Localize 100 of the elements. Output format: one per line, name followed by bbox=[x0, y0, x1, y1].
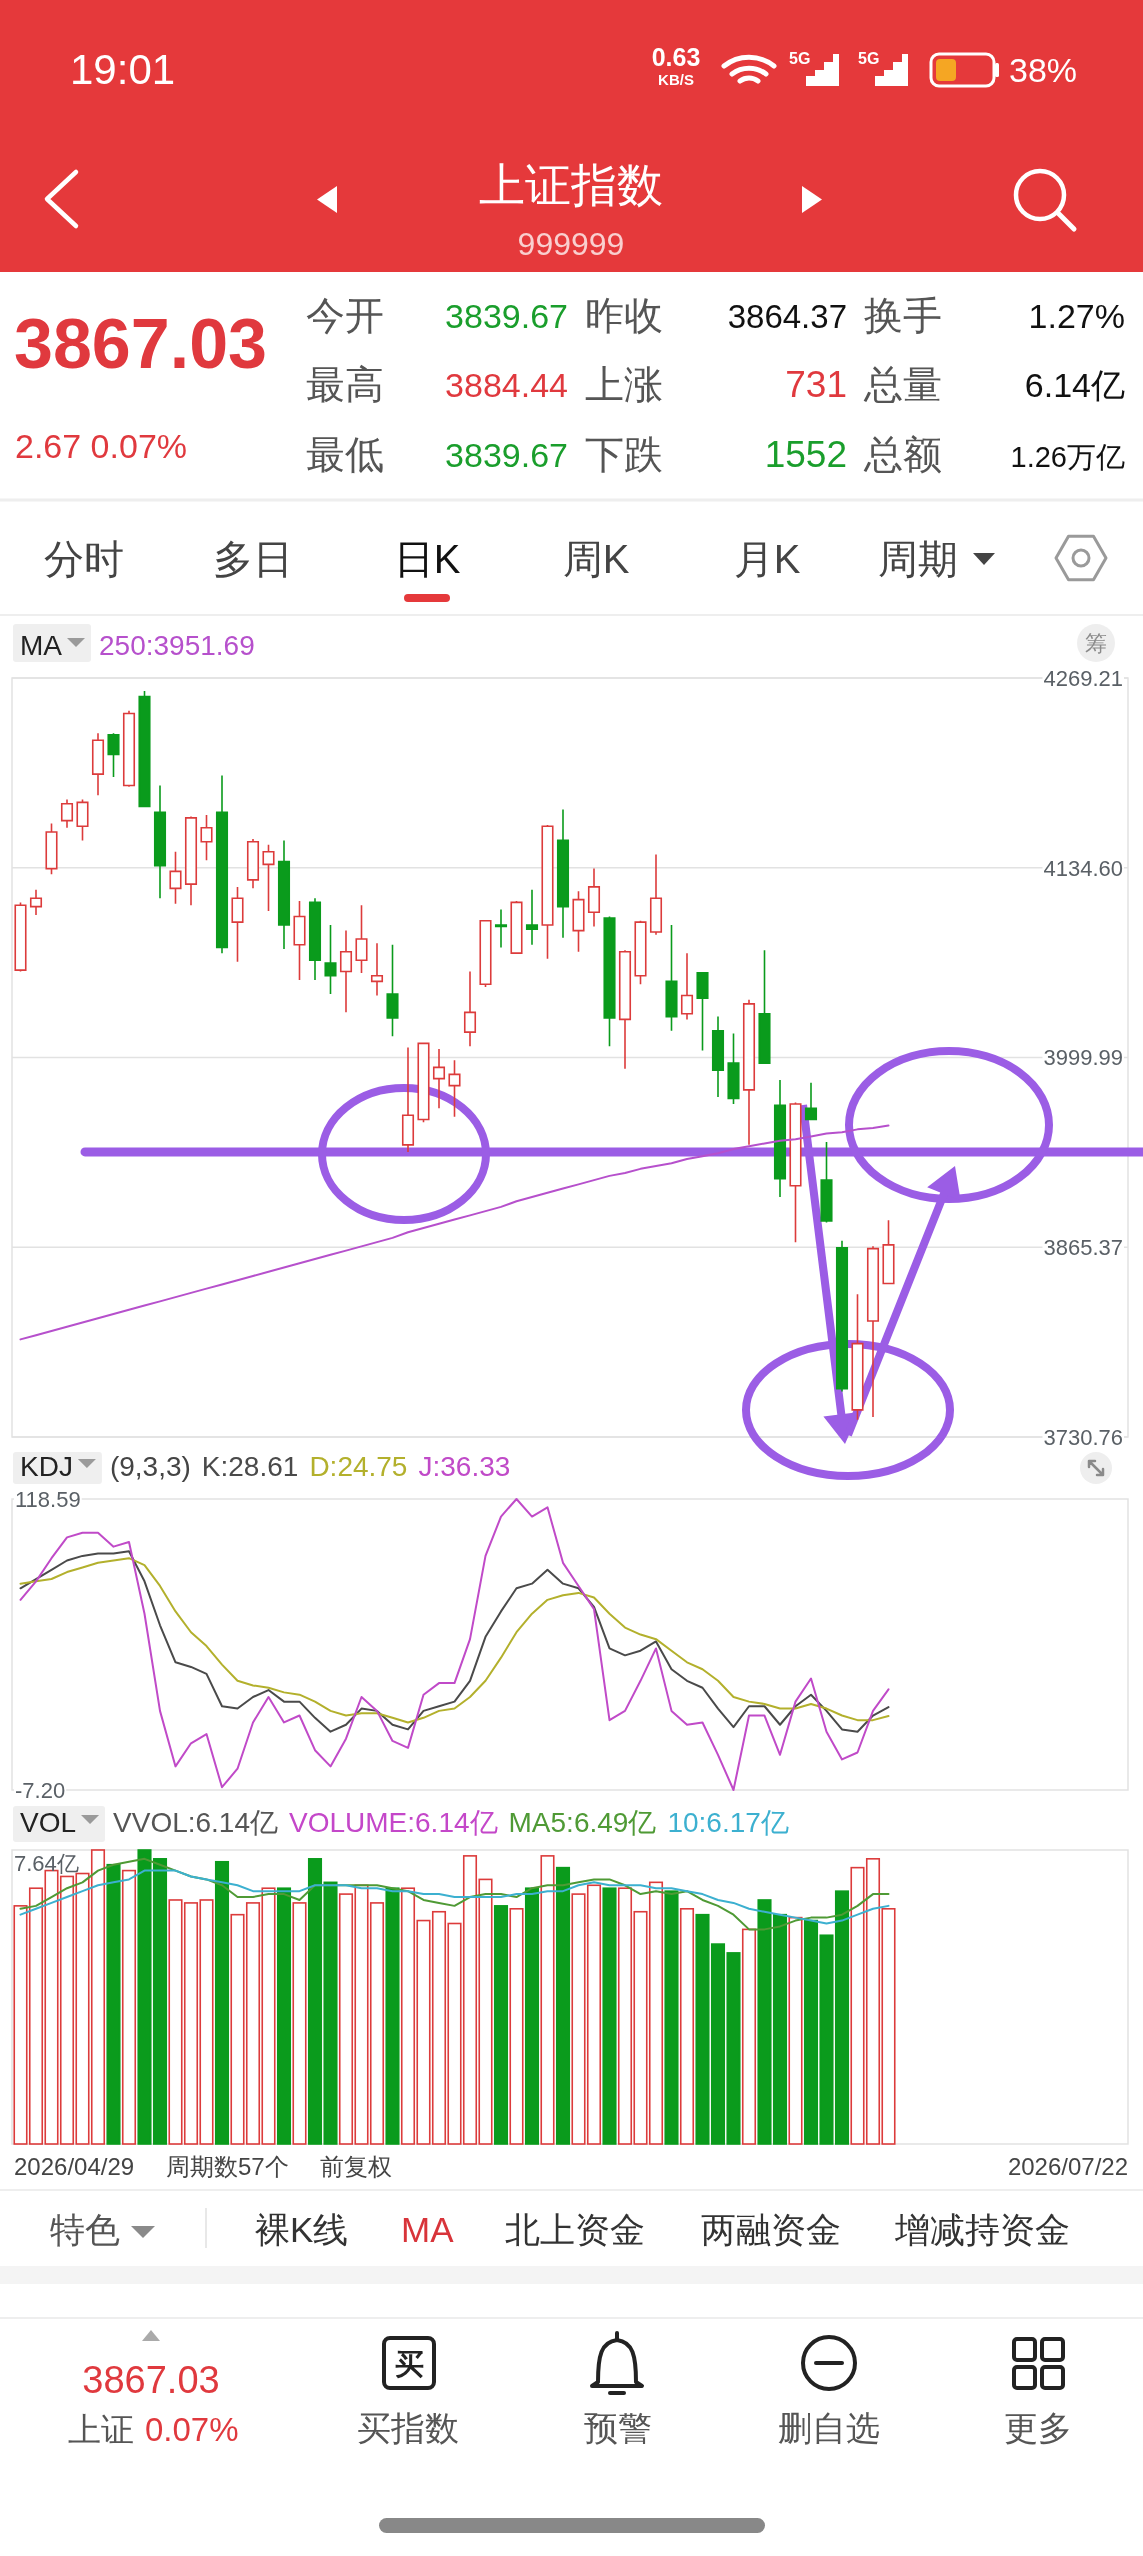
candlestick bbox=[432, 1048, 446, 1110]
text: 3867.03 bbox=[14, 305, 268, 383]
candlestick bbox=[804, 1082, 818, 1121]
candlestick bbox=[494, 908, 508, 949]
text: 999999 bbox=[517, 226, 625, 262]
y-tick-label: 3999.99 bbox=[1043, 1045, 1123, 1071]
text: 2026/07/22 bbox=[1007, 2153, 1128, 2180]
candlestick bbox=[246, 838, 260, 890]
text: KB/S bbox=[658, 71, 694, 88]
text: 3839.67 bbox=[445, 436, 568, 474]
y-tick-label: 3730.76 bbox=[1043, 1425, 1123, 1450]
y-tick-label: 4134.60 bbox=[1043, 855, 1123, 881]
bar bbox=[292, 1902, 307, 2145]
text: 更多 bbox=[1004, 2409, 1072, 2447]
candlestick bbox=[293, 900, 306, 981]
text: 2026/04/29 bbox=[14, 2153, 135, 2180]
bar bbox=[664, 1890, 679, 2145]
bar bbox=[540, 1855, 555, 2145]
candlestick bbox=[463, 970, 477, 1047]
line-series bbox=[19, 1124, 890, 1341]
text: 5G bbox=[858, 50, 880, 67]
text: 731 bbox=[785, 364, 847, 405]
text: 最低 bbox=[306, 433, 384, 476]
bar bbox=[493, 1905, 509, 2145]
candlestick bbox=[355, 904, 368, 974]
text: 0.07% bbox=[145, 2411, 239, 2448]
text: 裸K线 bbox=[255, 2210, 349, 2249]
legend-title: MA bbox=[20, 630, 63, 661]
candlestick bbox=[851, 1293, 864, 1421]
candlestick bbox=[339, 929, 353, 1014]
candlestick bbox=[820, 1141, 833, 1224]
candlestick bbox=[231, 886, 244, 963]
text: 总量 bbox=[863, 363, 942, 406]
candlestick bbox=[277, 839, 291, 950]
legend-title: VOL bbox=[20, 1807, 77, 1838]
text: 买 bbox=[394, 2348, 424, 2380]
text: 日K bbox=[393, 537, 461, 581]
candlestick bbox=[45, 822, 58, 876]
text: 3839.67 bbox=[445, 297, 568, 335]
text: VOLUME:6.14亿 bbox=[289, 1807, 498, 1838]
text: 上涨 bbox=[585, 363, 663, 406]
text: 预警 bbox=[584, 2409, 652, 2447]
candlestick bbox=[60, 798, 74, 829]
text: 分时 bbox=[44, 537, 124, 581]
candlestick bbox=[14, 901, 27, 973]
candlestick bbox=[153, 784, 167, 899]
text: 0.63 bbox=[651, 43, 701, 71]
legend-title: KDJ bbox=[20, 1451, 73, 1482]
text: 月K bbox=[733, 537, 801, 581]
candlestick bbox=[215, 774, 229, 954]
bar bbox=[555, 1866, 571, 2145]
text: 1552 bbox=[764, 434, 847, 475]
series-label: MA5:6.49亿 bbox=[508, 1807, 657, 1838]
text: 1.27% bbox=[1028, 297, 1125, 335]
candlestick bbox=[649, 853, 663, 936]
text: D:24.75 bbox=[309, 1451, 408, 1482]
candlestick bbox=[680, 952, 694, 1021]
candlestick bbox=[556, 808, 570, 939]
text: 38% bbox=[1009, 51, 1078, 89]
text: 最高 bbox=[306, 363, 384, 406]
text: 特色 bbox=[50, 2210, 120, 2249]
text: VVOL:6.14亿 bbox=[113, 1807, 279, 1838]
text: 6.14亿 bbox=[1024, 366, 1125, 404]
candlestick bbox=[634, 919, 647, 985]
text: 3884.44 bbox=[445, 366, 568, 404]
text: 买指数 bbox=[357, 2409, 459, 2447]
text: 周期数57个 bbox=[166, 2153, 289, 2180]
candlestick bbox=[727, 1032, 740, 1105]
bar bbox=[679, 1908, 695, 2145]
bar bbox=[214, 1860, 230, 2145]
y-tick-label: 4269.21 bbox=[1043, 666, 1123, 691]
candlestick bbox=[76, 798, 89, 842]
bar bbox=[788, 1916, 803, 2145]
candlestick bbox=[603, 915, 616, 1047]
candlestick bbox=[262, 843, 275, 912]
bar bbox=[509, 1908, 524, 2145]
candlestick bbox=[169, 850, 182, 905]
bar bbox=[524, 1887, 540, 2145]
text: 周期 bbox=[878, 537, 958, 581]
series-label: 10:6.17亿 bbox=[667, 1807, 789, 1838]
text: 筹 bbox=[1085, 631, 1107, 656]
text: 两融资金 bbox=[701, 2210, 841, 2249]
candlestick bbox=[448, 1059, 461, 1118]
y-tick-label: 3865.37 bbox=[1043, 1235, 1123, 1261]
candlestick bbox=[665, 924, 678, 1032]
text: 3864.37 bbox=[727, 298, 847, 335]
candlestick bbox=[773, 1079, 787, 1198]
candlestick bbox=[122, 709, 136, 788]
candlestick bbox=[618, 949, 632, 1070]
text: 增减持资金 bbox=[894, 2210, 1070, 2249]
candlestick bbox=[587, 867, 601, 928]
y-tick-label: 118.59 bbox=[15, 1487, 81, 1512]
candlestick bbox=[541, 824, 554, 960]
candlestick bbox=[696, 972, 709, 1052]
text: 上证指数 bbox=[479, 159, 663, 211]
text: 总额 bbox=[863, 433, 942, 476]
candlestick bbox=[386, 943, 399, 1038]
series-label: J:36.33 bbox=[418, 1451, 511, 1482]
candlestick bbox=[417, 1042, 430, 1124]
text: 19:01 bbox=[70, 46, 176, 93]
